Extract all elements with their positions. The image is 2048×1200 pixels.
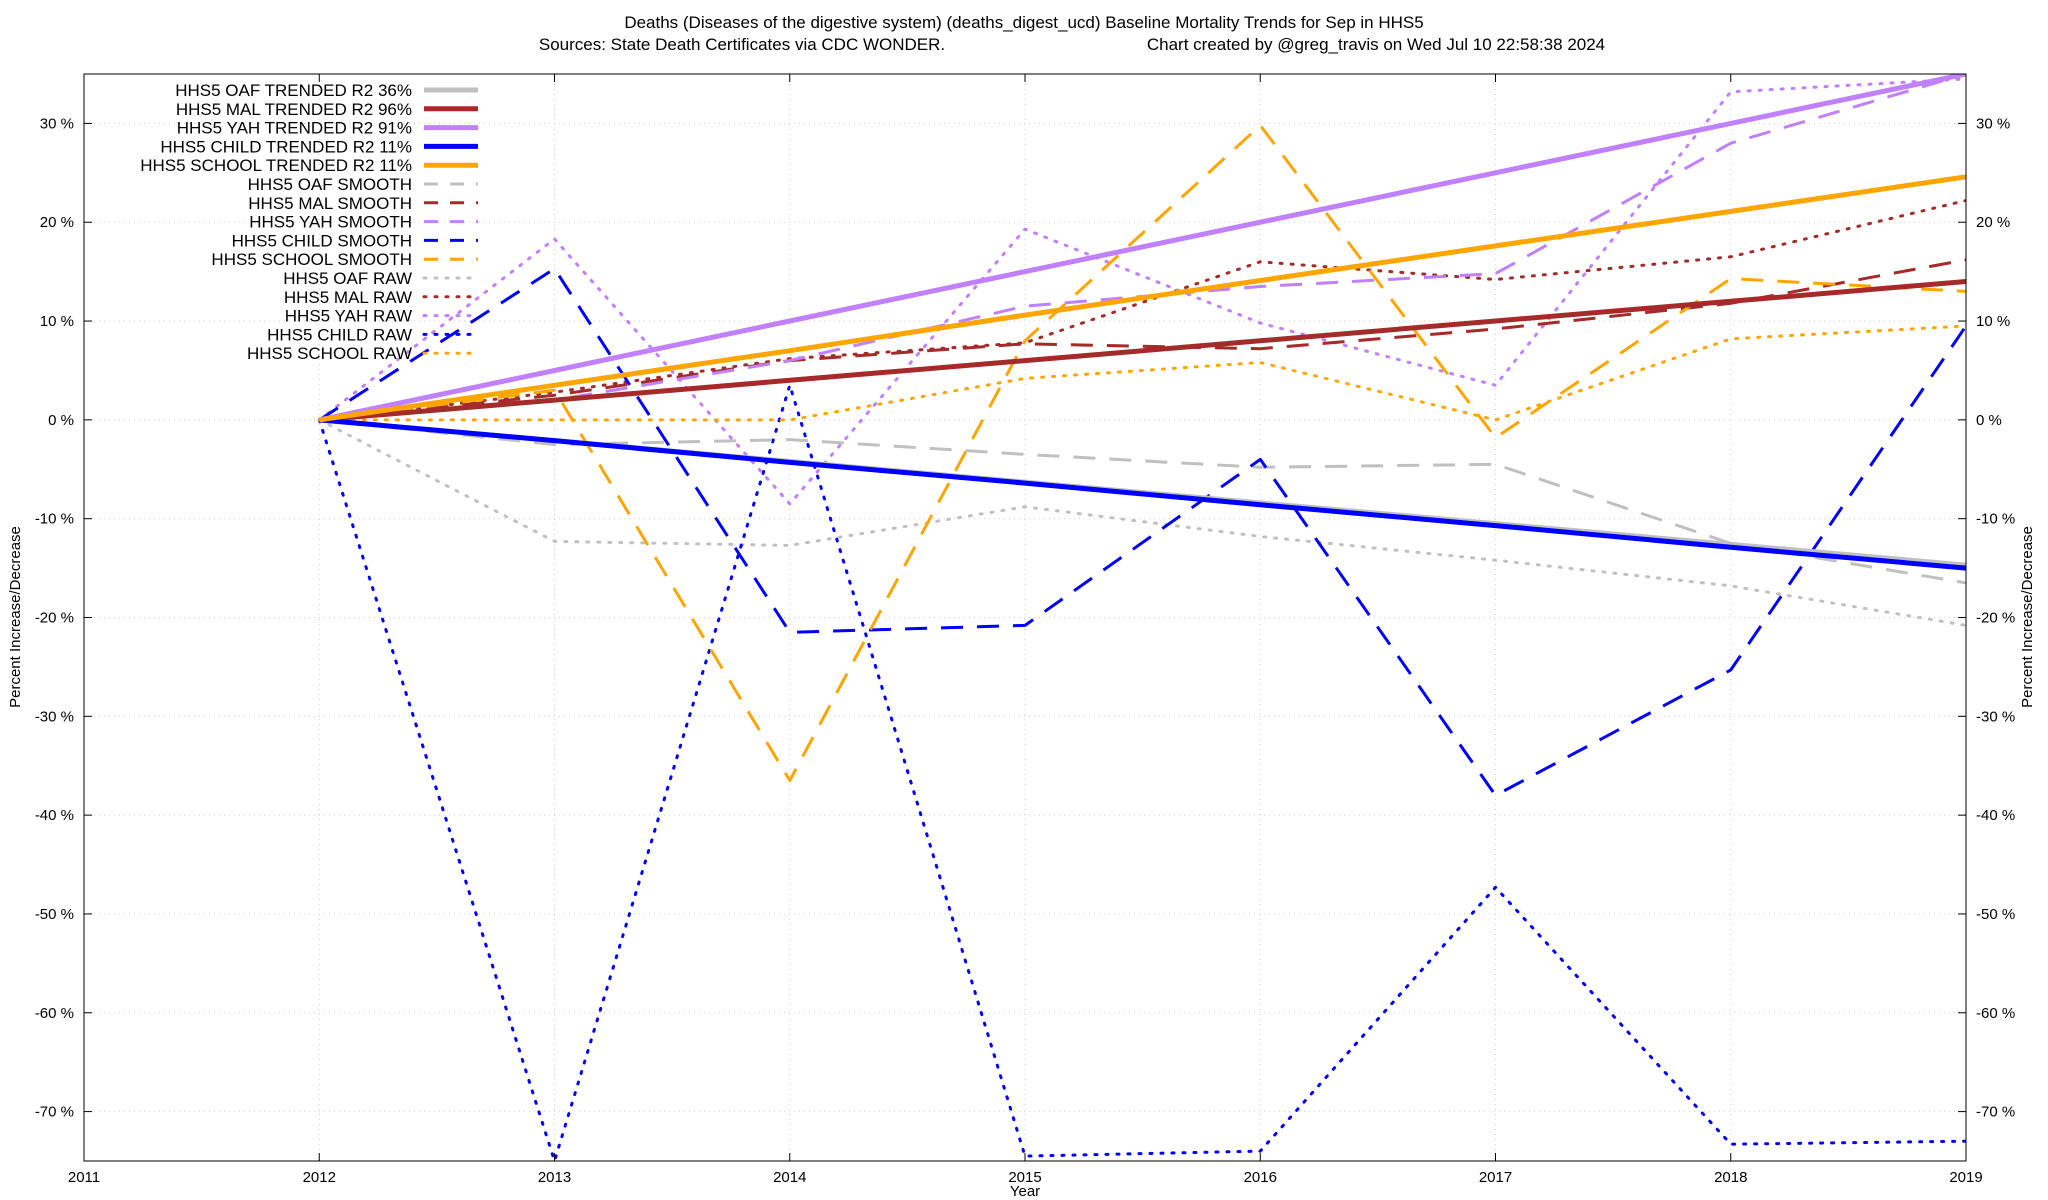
series-line-hhs5-child-smooth: [318, 267, 1966, 797]
y-tick-label-right: -50 %: [1976, 906, 2015, 923]
y-tick-label-right: -70 %: [1976, 1104, 2015, 1121]
y-tick-label-right: 20 %: [1976, 214, 2010, 231]
x-tick-label: 2017: [1479, 1169, 1512, 1186]
legend-label: HHS5 YAH TRENDED R2 91%: [177, 119, 412, 138]
legend-label: HHS5 CHILD SMOOTH: [232, 231, 412, 250]
series-line-hhs5-child-raw: [317, 383, 1966, 1161]
x-tick-label: 2014: [773, 1169, 806, 1186]
y-tick-label-left: 20 %: [40, 214, 74, 231]
y-tick-label-left: -30 %: [35, 708, 74, 725]
y-tick-label-left: -10 %: [35, 511, 74, 528]
chart-subtitle-credit: Chart created by @greg_travis on Wed Jul…: [1147, 35, 1605, 54]
legend-label: HHS5 OAF TRENDED R2 36%: [175, 81, 412, 100]
y-tick-label-right: -40 %: [1976, 807, 2015, 824]
y-tick-label-right: -20 %: [1976, 610, 2015, 627]
legend-label: HHS5 OAF SMOOTH: [248, 175, 412, 194]
legend-label: HHS5 OAF RAW: [283, 269, 412, 288]
legend-label: HHS5 MAL RAW: [284, 288, 412, 307]
y-tick-label-right: -10 %: [1976, 511, 2015, 528]
series-line-hhs5-child-trended: [319, 417, 1966, 571]
y-tick-label-right: -60 %: [1976, 1005, 2015, 1022]
y-tick-label-left: -60 %: [35, 1005, 74, 1022]
legend-label: HHS5 SCHOOL RAW: [247, 344, 412, 363]
y-tick-label-left: 10 %: [40, 313, 74, 330]
y-tick-label-left: 0 %: [48, 412, 74, 429]
series-line-hhs5-oaf-smooth: [319, 418, 1966, 585]
x-tick-label: 2016: [1244, 1169, 1277, 1186]
y-tick-label-right: 10 %: [1976, 313, 2010, 330]
y-tick-label-left: -50 %: [35, 906, 74, 923]
y-tick-label-left: 30 %: [40, 115, 74, 132]
series-line-hhs5-school-raw: [317, 324, 1966, 422]
grid: [83, 74, 1967, 1161]
legend-label: HHS5 YAH RAW: [285, 307, 412, 326]
series-line-hhs5-mal-smooth: [319, 258, 1966, 422]
y-tick-label-left: -20 %: [35, 610, 74, 627]
series-line-hhs5-yah-trended: [318, 74, 1966, 423]
series-layer: [317, 74, 1966, 1161]
x-axis: 2011 2012 2013 2014 2015 2016 2017 2018 2019: [68, 74, 1983, 1186]
series-line-hhs5-school-smooth: [319, 123, 1966, 782]
legend: HHS5 OAF TRENDED R2 36%HHS5 MAL TRENDED …: [140, 81, 480, 363]
series-line-hhs5-mal-trended: [319, 279, 1966, 423]
chart-subtitle-sources: Sources: State Death Certificates via CD…: [539, 35, 945, 54]
x-tick-label: 2013: [538, 1169, 571, 1186]
y-tick-label-left: -40 %: [35, 807, 74, 824]
legend-label: HHS5 CHILD RAW: [267, 325, 412, 344]
x-tick-label: 2015: [1008, 1169, 1041, 1186]
series-line-hhs5-mal-raw: [317, 199, 1966, 422]
y-axis-label-right: Percent Increase/Decrease: [2019, 526, 2036, 708]
legend-label: HHS5 MAL TRENDED R2 96%: [176, 100, 412, 119]
y-axis-label-left: Percent Increase/Decrease: [7, 526, 24, 708]
x-tick-label: 2018: [1714, 1169, 1747, 1186]
x-tick-label: 2012: [303, 1169, 336, 1186]
x-tick-label: 2019: [1949, 1169, 1982, 1186]
x-axis-label: Year: [1010, 1183, 1040, 1200]
x-tick-label: 2011: [68, 1169, 100, 1186]
legend-label: HHS5 MAL SMOOTH: [248, 194, 412, 213]
y-tick-label-left: -70 %: [35, 1104, 74, 1121]
y-tick-label-right: 0 %: [1976, 412, 2002, 429]
y-tick-label-right: -30 %: [1976, 708, 2015, 725]
legend-label: HHS5 SCHOOL TRENDED R2 11%: [140, 156, 412, 175]
chart-title: Deaths (Diseases of the digestive system…: [624, 13, 1423, 32]
series-line-hhs5-oaf-raw: [317, 418, 1966, 627]
y-tick-label-right: 30 %: [1976, 115, 2010, 132]
legend-label: HHS5 SCHOOL SMOOTH: [211, 250, 412, 269]
legend-label: HHS5 CHILD TRENDED R2 11%: [160, 137, 412, 156]
series-line-hhs5-school-trended: [318, 174, 1966, 423]
y-axis: 30 % 30 % 20 % 20 % 10 % 10 % 0 % 0 % -10 % -10 %…: [35, 115, 2015, 1120]
legend-label: HHS5 YAH SMOOTH: [249, 213, 412, 232]
